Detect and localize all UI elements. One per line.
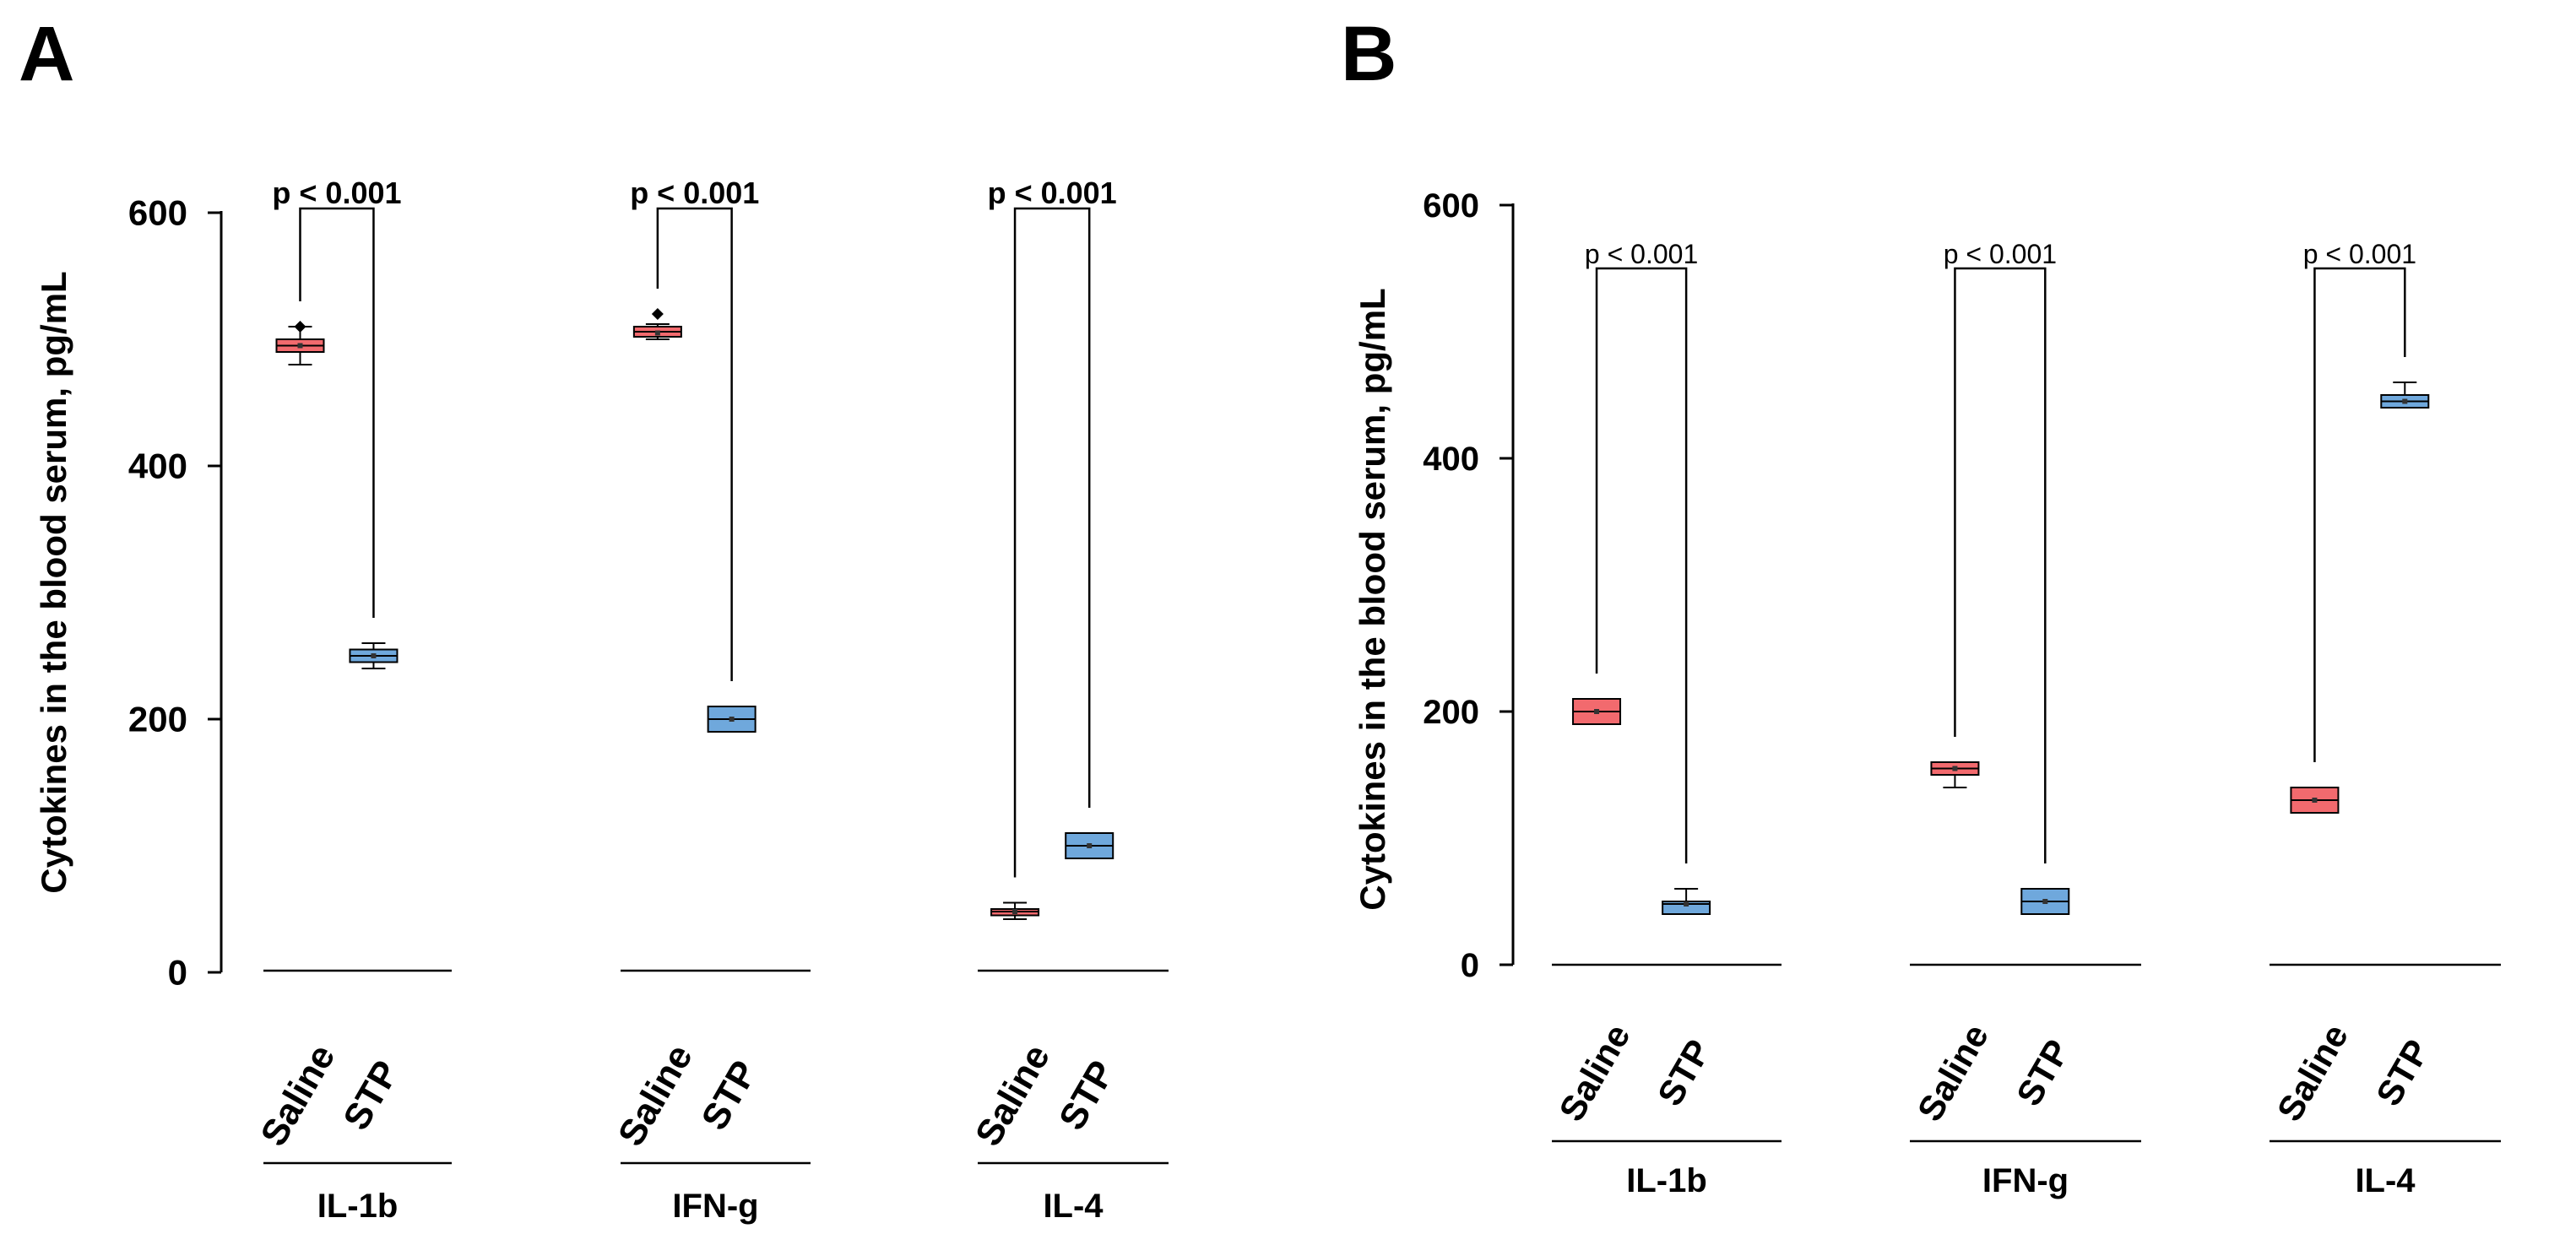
- mean-marker: [1594, 709, 1600, 714]
- mean-marker: [371, 653, 377, 658]
- mean-marker: [1087, 843, 1093, 848]
- y-tick-label: 600: [1423, 187, 1479, 225]
- mean-marker: [1012, 909, 1018, 914]
- y-axis-title: Cytokines in the blood serum, pg/mL: [1353, 288, 1392, 910]
- p-value-label: p < 0.001: [2303, 239, 2416, 269]
- group-label-il-4: IL-4: [1043, 1188, 1104, 1225]
- significance-bracket: [299, 207, 375, 618]
- mean-marker: [2042, 899, 2048, 904]
- significance-bracket: [1954, 267, 2047, 863]
- panel-label: B: [1341, 11, 1396, 97]
- mean-marker: [654, 330, 660, 336]
- y-tick-label: 0: [1461, 947, 1479, 984]
- outlier-point: [294, 321, 306, 333]
- p-value-label: p < 0.001: [630, 176, 759, 210]
- group-label-il-1b: IL-1b: [1626, 1162, 1707, 1199]
- y-tick-label: 400: [1423, 441, 1479, 478]
- y-tick-label: 200: [128, 700, 187, 739]
- significance-bracket: [2313, 267, 2406, 762]
- y-tick-label: 0: [168, 953, 187, 993]
- significance-bracket: [1595, 267, 1688, 863]
- p-value-label: p < 0.001: [272, 176, 401, 210]
- significance-bracket: [1013, 207, 1091, 878]
- mean-marker: [2402, 398, 2408, 404]
- panel-label: A: [19, 11, 74, 97]
- mean-marker: [729, 717, 735, 722]
- group-label-il-1b: IL-1b: [317, 1188, 399, 1225]
- group-label-il-4: IL-4: [2355, 1162, 2416, 1199]
- mean-marker: [2312, 798, 2318, 803]
- group-label-ifn-g: IFN-g: [672, 1188, 758, 1225]
- group-label-ifn-g: IFN-g: [1982, 1162, 2069, 1199]
- p-value-label: p < 0.001: [988, 176, 1117, 210]
- significance-bracket: [656, 207, 733, 681]
- y-axis-title: Cytokines in the blood serum, pg/mL: [34, 271, 73, 893]
- y-tick-label: 400: [128, 447, 187, 486]
- panel-a: A Cytokines in the blood serum, pg/mL 0 200…: [19, 11, 1169, 1225]
- y-tick-label: 200: [1423, 694, 1479, 731]
- outlier-point: [651, 308, 664, 320]
- mean-marker: [297, 343, 303, 349]
- p-value-label: p < 0.001: [1585, 239, 1698, 269]
- mean-marker: [1684, 901, 1689, 907]
- y-tick-label: 600: [128, 193, 187, 233]
- mean-marker: [1952, 766, 1958, 771]
- p-value-label: p < 0.001: [1944, 239, 2057, 269]
